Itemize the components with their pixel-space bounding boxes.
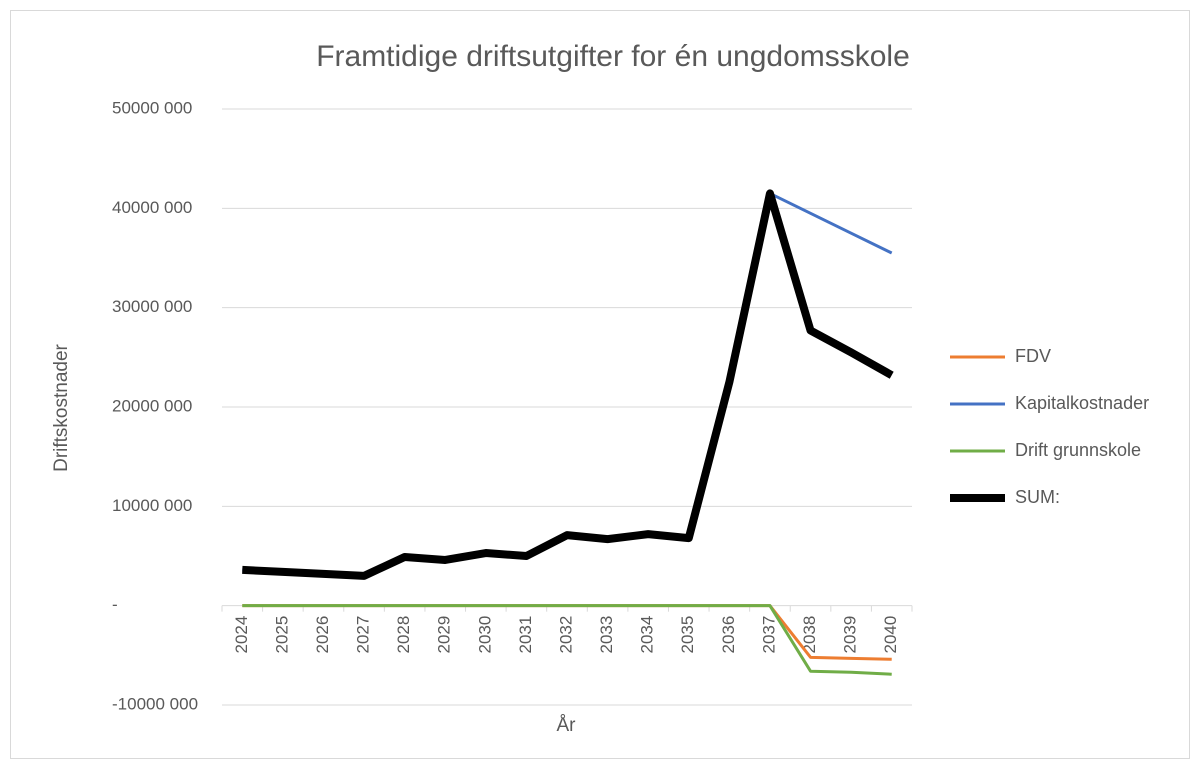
x-tick-label: 2024: [232, 616, 251, 654]
x-tick-label: 2026: [313, 616, 332, 654]
x-tick-label: 2040: [881, 616, 900, 654]
legend-text: SUM:: [1015, 487, 1060, 507]
legend-text: Drift grunnskole: [1015, 440, 1141, 460]
x-tick-label: 2035: [678, 616, 697, 654]
x-tick-label: 2031: [516, 616, 535, 654]
y-tick-label: -10000 000: [112, 694, 198, 713]
x-tick-label: 2029: [435, 616, 454, 654]
y-tick-label: -: [112, 595, 118, 614]
x-tick-label: 2034: [638, 616, 657, 654]
y-tick-label: 20000 000: [112, 396, 192, 415]
x-axis-title: År: [557, 715, 577, 736]
y-tick-label: 50000 000: [112, 98, 192, 117]
x-tick-label: 2037: [759, 616, 778, 654]
x-tick-label: 2036: [719, 616, 738, 654]
x-tick-label: 2030: [475, 616, 494, 654]
y-tick-label: 30000 000: [112, 297, 192, 316]
x-tick-label: 2033: [597, 616, 616, 654]
legend-text: Kapitalkostnader: [1015, 393, 1149, 413]
series-line: [242, 189, 894, 580]
legend-text: FDV: [1015, 346, 1051, 366]
y-axis-title: Driftskostnader: [51, 343, 72, 471]
x-tick-label: 2039: [841, 616, 860, 654]
chart-title: Framtidige driftsutgifter for én ungdoms…: [316, 40, 910, 73]
series-line: [242, 604, 892, 676]
x-tick-label: 2038: [800, 616, 819, 654]
y-tick-label: 10000 000: [112, 496, 192, 515]
x-tick-label: 2032: [556, 616, 575, 654]
x-tick-label: 2025: [272, 616, 291, 654]
chart-border: [10, 10, 1190, 759]
y-tick-label: 40000 000: [112, 198, 192, 217]
x-tick-label: 2028: [394, 616, 413, 654]
x-tick-label: 2027: [354, 616, 373, 654]
